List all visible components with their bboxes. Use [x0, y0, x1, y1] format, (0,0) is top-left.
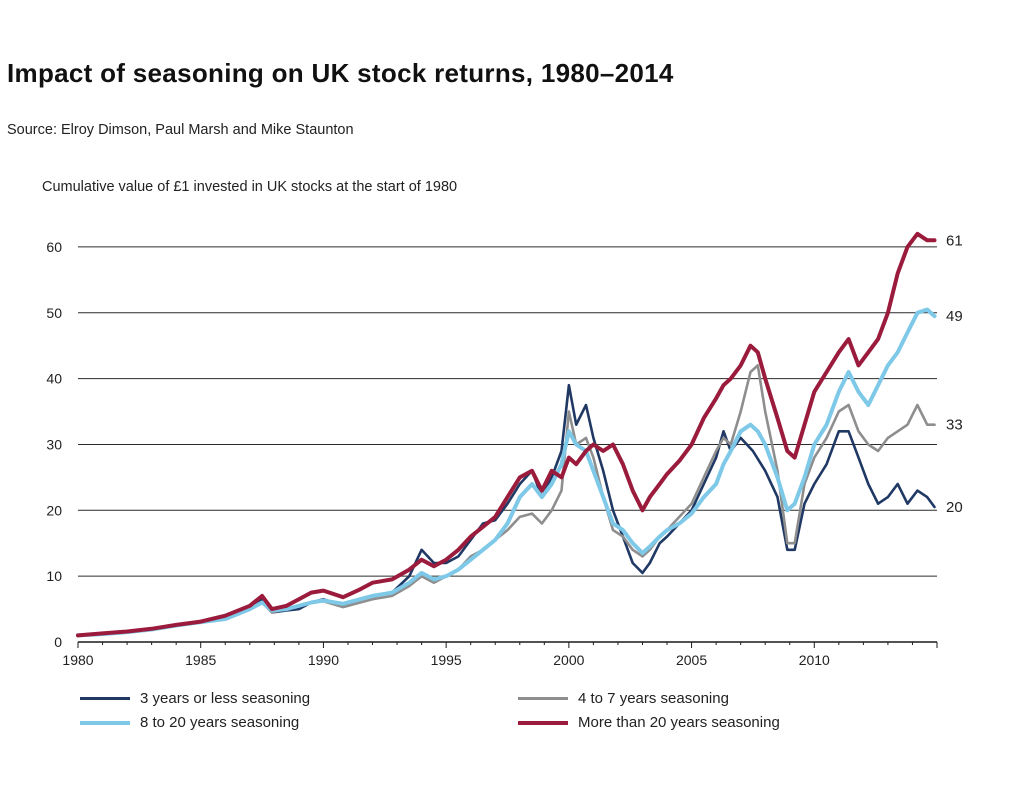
chart-source: Source: Elroy Dimson, Paul Marsh and Mik…	[7, 122, 354, 138]
y-tick-label: 0	[54, 634, 62, 650]
x-tick-label: 1995	[431, 652, 462, 668]
legend-item-more-than-20-years: More than 20 years seasoning	[518, 714, 780, 731]
y-tick-label: 60	[46, 239, 62, 255]
legend-label-8-to-20-years: 8 to 20 years seasoning	[140, 714, 300, 731]
chart-subtitle: Cumulative value of £1 invested in UK st…	[42, 179, 458, 195]
end-label-3: 61	[946, 232, 963, 249]
end-label-2: 49	[946, 308, 963, 325]
series-lines	[76, 231, 937, 638]
series-line-3	[76, 231, 937, 638]
x-tick-label: 2005	[676, 652, 707, 668]
y-tick-label: 10	[46, 568, 62, 584]
y-axis: 0 10 20 30 40 50 60	[46, 239, 62, 650]
y-tick-label: 50	[46, 305, 62, 321]
end-labels: 20 33 49 61	[946, 232, 963, 516]
legend-label-3-years: 3 years or less seasoning	[140, 690, 311, 707]
legend-item-4-to-7-years: 4 to 7 years seasoning	[518, 690, 729, 707]
y-tick-label: 40	[46, 371, 62, 387]
x-tick-label: 2010	[799, 652, 830, 668]
x-tick-label: 1990	[308, 652, 339, 668]
x-axis: 1980 1985 1990 1995 2000 2005 2010	[62, 641, 938, 668]
legend-swatch-4-to-7-years	[518, 697, 568, 700]
gridlines	[78, 246, 937, 577]
legend-label-4-to-7-years: 4 to 7 years seasoning	[578, 690, 729, 707]
y-tick-label: 20	[46, 502, 62, 518]
series-line-2	[76, 307, 937, 638]
legend-item-3-years: 3 years or less seasoning	[80, 690, 310, 707]
end-label-1: 33	[946, 417, 963, 434]
end-label-0: 20	[946, 499, 963, 516]
legend-swatch-more-than-20-years	[518, 720, 568, 725]
y-tick-label: 30	[46, 436, 62, 452]
x-tick-label: 1980	[62, 652, 93, 668]
x-tick-label: 2000	[553, 652, 584, 668]
legend-swatch-8-to-20-years	[80, 720, 130, 725]
x-tick-label: 1985	[185, 652, 216, 668]
legend-label-more-than-20-years: More than 20 years seasoning	[578, 714, 780, 731]
legend-item-8-to-20-years: 8 to 20 years seasoning	[80, 714, 299, 731]
legend-swatch-3-years	[80, 697, 130, 700]
page-title: Impact of seasoning on UK stock returns,…	[7, 58, 674, 88]
